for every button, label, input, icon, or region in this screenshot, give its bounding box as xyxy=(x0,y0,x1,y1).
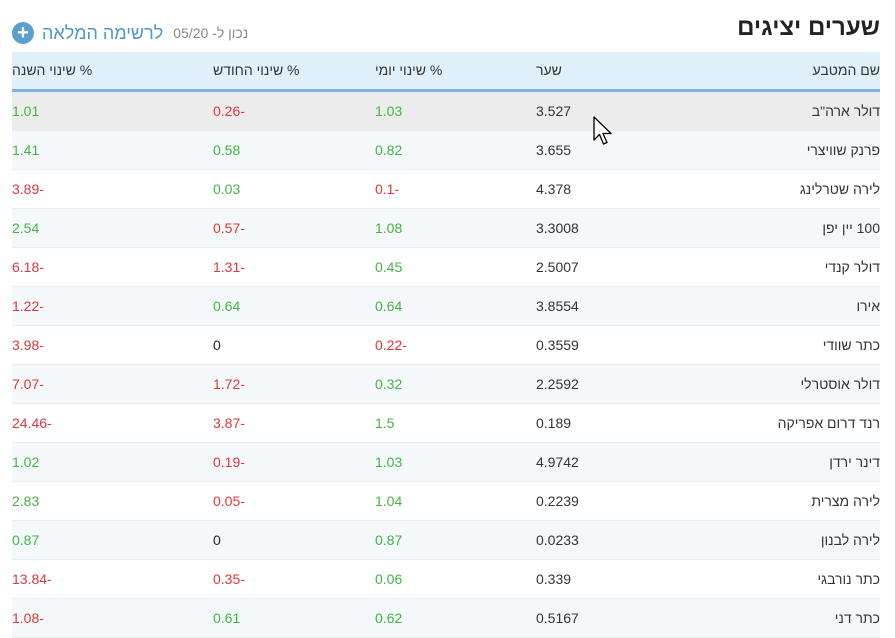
rates-table: שם המטבע שער % שינוי יומי % שינוי החודש … xyxy=(12,52,880,638)
daily-change-cell: -0.1 xyxy=(374,169,536,209)
currency-name-cell: אירו xyxy=(657,286,880,326)
yearly-change-cell: -1.08 xyxy=(12,598,212,638)
table-row[interactable]: דינר ירדן 4.9742 1.03 -0.19 1.02 xyxy=(12,442,880,482)
table-header-row: שם המטבע שער % שינוי יומי % שינוי החודש … xyxy=(12,52,880,90)
yearly-change-cell: -1.22 xyxy=(12,286,212,326)
monthly-change-cell: -0.57 xyxy=(212,208,374,248)
rate-cell: 0.189 xyxy=(536,403,657,443)
monthly-change-cell: 0.64 xyxy=(212,286,374,326)
daily-change-cell: 0.82 xyxy=(374,130,536,170)
monthly-change-cell: 0 xyxy=(212,520,374,560)
column-header-monthly-change[interactable]: % שינוי החודש xyxy=(213,62,300,79)
daily-change-cell: 1.03 xyxy=(374,442,536,482)
daily-change-cell: 0.62 xyxy=(374,598,536,638)
page-header: שערים יציגים נכון ל- 05/20 לרשימה המלאה … xyxy=(12,8,880,48)
currency-name-cell: כתר דני xyxy=(657,598,880,638)
yearly-change-cell: 2.83 xyxy=(12,481,212,521)
daily-change-cell: 1.04 xyxy=(374,481,536,521)
monthly-change-cell: -0.05 xyxy=(212,481,374,521)
plus-circle-icon[interactable]: + xyxy=(12,22,34,44)
mouse-cursor-icon xyxy=(593,116,612,145)
daily-change-cell: 0.32 xyxy=(374,364,536,404)
column-header-rate[interactable]: שער xyxy=(536,62,562,79)
table-row[interactable]: כתר דני 0.5167 0.62 0.61 -1.08 xyxy=(12,598,880,638)
monthly-change-cell: 0 xyxy=(212,325,374,365)
monthly-change-cell: -0.19 xyxy=(212,442,374,482)
daily-change-cell: 0.06 xyxy=(374,559,536,599)
currency-name-cell: לירה לבנון xyxy=(657,520,880,560)
rate-cell: 0.339 xyxy=(536,559,657,599)
currency-name-cell: דולר ארה"ב xyxy=(657,90,880,131)
yearly-change-cell: 1.41 xyxy=(12,130,212,170)
yearly-change-cell: -7.07 xyxy=(12,364,212,404)
table-row[interactable]: פרנק שוויצרי 3.655 0.82 0.58 1.41 xyxy=(12,130,880,170)
daily-change-cell: -0.22 xyxy=(374,325,536,365)
rate-cell: 2.5007 xyxy=(536,247,657,287)
table-row[interactable]: דולר קנדי 2.5007 0.45 -1.31 -6.18 xyxy=(12,247,880,287)
currency-name-cell: לירה מצרית xyxy=(657,481,880,521)
column-header-yearly-change[interactable]: % שינוי השנה xyxy=(12,62,93,79)
full-list-link[interactable]: לרשימה המלאה + xyxy=(12,22,163,44)
rate-cell: 0.0233 xyxy=(536,520,657,560)
daily-change-cell: 0.87 xyxy=(374,520,536,560)
table-row[interactable]: לירה שטרלינג 4.378 -0.1 0.03 -3.89 xyxy=(12,169,880,209)
yearly-change-cell: 0.87 xyxy=(12,520,212,560)
daily-change-cell: 1.08 xyxy=(374,208,536,248)
currency-name-cell: דולר קנדי xyxy=(657,247,880,287)
table-row[interactable]: כתר שוודי 0.3559 -0.22 0 -3.98 xyxy=(12,325,880,365)
yearly-change-cell: 1.02 xyxy=(12,442,212,482)
date-label: נכון ל- 05/20 xyxy=(173,25,249,41)
daily-change-cell: 0.45 xyxy=(374,247,536,287)
yearly-change-cell: -3.98 xyxy=(12,325,212,365)
column-header-name[interactable]: שם המטבע xyxy=(812,62,880,79)
daily-change-cell: 1.03 xyxy=(374,90,536,131)
monthly-change-cell: -1.31 xyxy=(212,247,374,287)
rate-cell: 3.8554 xyxy=(536,286,657,326)
yearly-change-cell: -13.84 xyxy=(12,559,212,599)
currency-name-cell: כתר שוודי xyxy=(657,325,880,365)
currency-name-cell: דינר ירדן xyxy=(657,442,880,482)
rate-cell: 2.2592 xyxy=(536,364,657,404)
monthly-change-cell: 0.58 xyxy=(212,130,374,170)
daily-change-cell: 1.5 xyxy=(374,403,536,443)
rate-cell: 3.3008 xyxy=(536,208,657,248)
header-meta: נכון ל- 05/20 לרשימה המלאה + xyxy=(12,22,248,44)
yearly-change-cell: -24.46 xyxy=(12,403,212,443)
currency-name-cell: דולר אוסטרלי xyxy=(657,364,880,404)
rate-cell: 0.3559 xyxy=(536,325,657,365)
yearly-change-cell: -6.18 xyxy=(12,247,212,287)
monthly-change-cell: -0.35 xyxy=(212,559,374,599)
rate-cell: 0.5167 xyxy=(536,598,657,638)
table-row[interactable]: לירה מצרית 0.2239 1.04 -0.05 2.83 xyxy=(12,481,880,521)
table-row[interactable]: אירו 3.8554 0.64 0.64 -1.22 xyxy=(12,286,880,326)
table-row[interactable]: דולר ארה"ב 3.527 1.03 -0.26 1.01 xyxy=(12,90,880,131)
monthly-change-cell: 0.03 xyxy=(212,169,374,209)
rate-cell: 0.2239 xyxy=(536,481,657,521)
daily-change-cell: 0.64 xyxy=(374,286,536,326)
currency-name-cell: פרנק שוויצרי xyxy=(657,130,880,170)
table-row[interactable]: 100 יין יפן 3.3008 1.08 -0.57 2.54 xyxy=(12,208,880,248)
full-list-label: לרשימה המלאה xyxy=(42,22,164,43)
table-row[interactable]: רנד דרום אפריקה 0.189 1.5 -3.87 -24.46 xyxy=(12,403,880,443)
currency-name-cell: לירה שטרלינג xyxy=(657,169,880,209)
monthly-change-cell: -3.87 xyxy=(212,403,374,443)
table-row[interactable]: כתר נורבגי 0.339 0.06 -0.35 -13.84 xyxy=(12,559,880,599)
page-title: שערים יציגים xyxy=(737,14,880,41)
yearly-change-cell: 1.01 xyxy=(12,90,212,131)
currency-name-cell: 100 יין יפן xyxy=(657,208,880,248)
rate-cell: 4.9742 xyxy=(536,442,657,482)
monthly-change-cell: 0.61 xyxy=(212,598,374,638)
column-header-daily-change[interactable]: % שינוי יומי xyxy=(375,62,443,79)
rate-cell: 4.378 xyxy=(536,169,657,209)
monthly-change-cell: -0.26 xyxy=(212,90,374,131)
currency-name-cell: כתר נורבגי xyxy=(657,559,880,599)
currency-name-cell: רנד דרום אפריקה xyxy=(657,403,880,443)
table-row[interactable]: דולר אוסטרלי 2.2592 0.32 -1.72 -7.07 xyxy=(12,364,880,404)
yearly-change-cell: 2.54 xyxy=(12,208,212,248)
monthly-change-cell: -1.72 xyxy=(212,364,374,404)
table-row[interactable]: לירה לבנון 0.0233 0.87 0 0.87 xyxy=(12,520,880,560)
yearly-change-cell: -3.89 xyxy=(12,169,212,209)
